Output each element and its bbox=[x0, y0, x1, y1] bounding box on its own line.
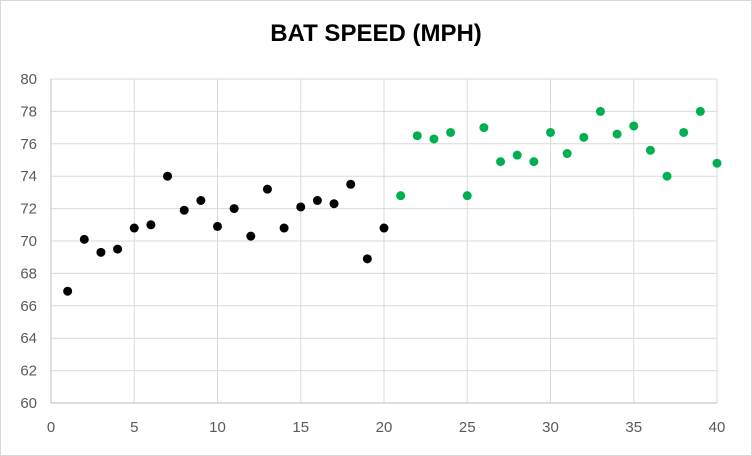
data-point bbox=[529, 157, 539, 167]
data-point bbox=[679, 127, 689, 137]
data-point bbox=[595, 106, 605, 116]
tick-labels: 60 62 64 66 68 70 72 74 76 78 80 0 5 10 15 20 25 30 35 40 bbox=[20, 71, 725, 436]
y-tick-label: 70 bbox=[20, 233, 37, 250]
data-point bbox=[96, 247, 106, 257]
x-tick-label: 20 bbox=[376, 419, 393, 436]
x-tick-label: 40 bbox=[709, 419, 726, 436]
data-point bbox=[63, 286, 73, 296]
data-point bbox=[579, 132, 589, 142]
data-point bbox=[229, 204, 239, 214]
data-point bbox=[379, 223, 389, 233]
data-point bbox=[129, 223, 139, 233]
x-tick-label: 35 bbox=[625, 419, 642, 436]
x-tick-label: 30 bbox=[542, 419, 559, 436]
data-point bbox=[329, 199, 339, 209]
data-point bbox=[79, 234, 89, 244]
y-tick-label: 62 bbox=[20, 363, 37, 380]
data-point bbox=[612, 129, 622, 139]
data-point bbox=[146, 220, 156, 230]
y-tick-label: 66 bbox=[20, 298, 37, 315]
data-points bbox=[63, 106, 722, 296]
data-point bbox=[196, 196, 206, 205]
y-tick-label: 68 bbox=[20, 265, 37, 282]
y-tick-label: 64 bbox=[20, 330, 37, 347]
y-tick-label: 78 bbox=[20, 103, 37, 120]
chart-title: BAT SPEED (MPH) bbox=[270, 20, 482, 47]
y-tick-label: 80 bbox=[20, 71, 37, 88]
data-point bbox=[512, 150, 522, 160]
data-point bbox=[412, 131, 422, 141]
data-point bbox=[662, 171, 672, 181]
data-point bbox=[645, 145, 655, 155]
data-point bbox=[629, 121, 639, 131]
x-tick-label: 10 bbox=[209, 419, 226, 436]
data-point bbox=[163, 171, 173, 181]
data-point bbox=[246, 231, 256, 241]
y-tick-label: 76 bbox=[20, 136, 37, 153]
data-point bbox=[462, 191, 472, 201]
data-point bbox=[496, 157, 506, 167]
y-tick-label: 72 bbox=[20, 201, 37, 218]
y-tick-label: 74 bbox=[20, 168, 37, 185]
data-point bbox=[213, 221, 222, 231]
data-point bbox=[446, 127, 456, 137]
data-point bbox=[179, 205, 189, 215]
data-point bbox=[279, 223, 289, 233]
data-point bbox=[262, 184, 272, 194]
data-point bbox=[479, 123, 489, 133]
x-tick-label: 25 bbox=[459, 419, 476, 436]
gridlines bbox=[51, 78, 718, 403]
data-point bbox=[396, 191, 406, 201]
data-point bbox=[562, 149, 572, 159]
data-point bbox=[346, 179, 356, 189]
x-tick-label: 5 bbox=[130, 419, 138, 436]
data-point bbox=[312, 196, 322, 205]
data-point bbox=[546, 127, 555, 137]
x-tick-label: 0 bbox=[47, 419, 55, 436]
data-point bbox=[362, 254, 372, 264]
data-point bbox=[296, 202, 306, 212]
axes bbox=[50, 79, 717, 404]
data-point bbox=[712, 158, 722, 168]
y-tick-label: 60 bbox=[20, 395, 37, 412]
data-point bbox=[695, 106, 705, 116]
data-point bbox=[113, 244, 123, 254]
data-point bbox=[429, 134, 439, 144]
x-tick-label: 15 bbox=[292, 419, 309, 436]
